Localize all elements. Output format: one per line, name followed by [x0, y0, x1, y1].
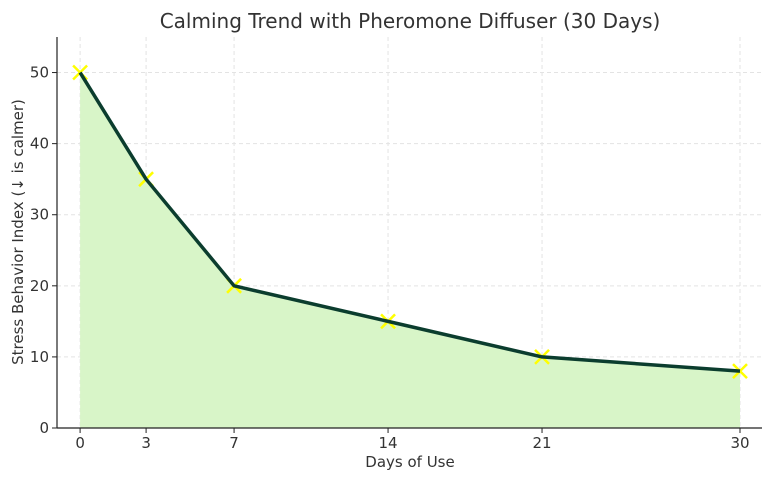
chart-title: Calming Trend with Pheromone Diffuser (3… — [160, 9, 661, 33]
axes — [56, 37, 762, 429]
y-tick-label: 0 — [39, 419, 49, 437]
y-tick-label: 40 — [30, 135, 49, 153]
x-tick-label: 7 — [229, 434, 239, 452]
y-axis-label: Stress Behavior Index (↓ is calmer) — [9, 99, 27, 365]
y-tick-label: 20 — [30, 277, 49, 295]
x-tick-label: 30 — [730, 434, 749, 452]
x-axis-label: Days of Use — [365, 453, 454, 471]
y-ticks: 0 10 20 30 40 50 — [30, 64, 57, 437]
x-ticks: 0 3 7 14 21 30 — [75, 428, 750, 452]
y-tick-label: 10 — [30, 348, 49, 366]
x-tick-label: 0 — [75, 434, 85, 452]
series-line-path — [78, 71, 741, 373]
x-tick-label: 3 — [141, 434, 151, 452]
x-tick-label: 21 — [532, 434, 551, 452]
x-tick-label: 14 — [379, 434, 398, 452]
area-fill — [80, 72, 741, 428]
area-under-curve — [80, 72, 741, 428]
y-tick-label: 50 — [30, 64, 49, 82]
y-tick-label: 30 — [30, 206, 49, 224]
series-line — [78, 71, 741, 373]
